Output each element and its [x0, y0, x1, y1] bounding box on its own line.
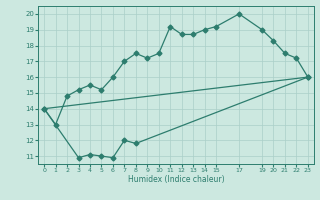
X-axis label: Humidex (Indice chaleur): Humidex (Indice chaleur): [128, 175, 224, 184]
